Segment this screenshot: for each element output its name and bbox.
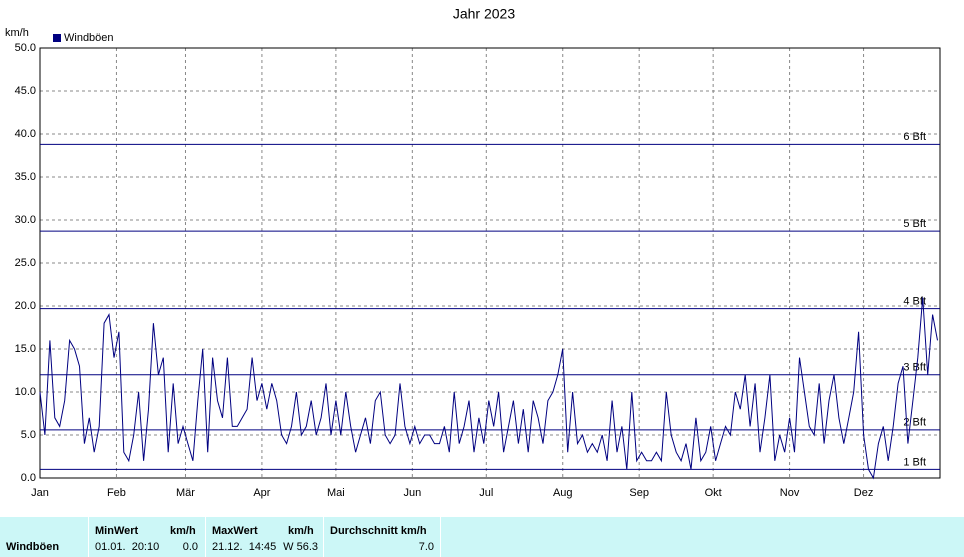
x-tick-label: Sep: [629, 487, 649, 499]
header: MaxWert: [212, 525, 258, 537]
row-name: Windböen: [6, 541, 60, 553]
y-tick-label: 25.0: [15, 257, 36, 269]
reference-label: 1 Bft: [903, 456, 926, 468]
header: km/h: [170, 525, 196, 537]
x-tick-label: Mai: [327, 487, 345, 499]
legend-swatch: [53, 34, 61, 42]
summary-table: Windböen MinWert km/h MaxWert km/h Durch…: [0, 517, 964, 557]
chart-title: Jahr 2023: [453, 6, 515, 22]
x-tick-label: Jun: [403, 487, 421, 499]
header: km/h: [288, 525, 314, 537]
separator: [88, 517, 89, 557]
plot-frame: [39, 47, 941, 479]
x-tick-label: Jan: [31, 487, 49, 499]
y-tick-label: 20.0: [15, 300, 36, 312]
x-tick-label: Apr: [253, 487, 270, 499]
cell: 01.01. 20:10: [95, 541, 160, 553]
y-tick-label: 15.0: [15, 343, 36, 355]
x-tick-label: Jul: [479, 487, 493, 499]
reference-label: 3 Bft: [903, 362, 926, 374]
y-tick-label: 30.0: [15, 214, 36, 226]
cell: 0.0: [182, 541, 198, 553]
separator: [440, 517, 441, 557]
separator: [323, 517, 324, 557]
y-tick-label: 10.0: [15, 386, 36, 398]
y-tick-label: 35.0: [15, 171, 36, 183]
x-tick-label: Nov: [780, 487, 800, 499]
y-tick-label: 0.0: [21, 472, 36, 484]
chart: Jahr 2023 km/h 0.0 5.0 10.0 15.0 20.0 25.0 30.…: [5, 6, 941, 499]
x-tick-label: Mär: [176, 487, 195, 499]
legend-label: Windböen: [64, 32, 114, 44]
y-tick-label: 40.0: [15, 128, 36, 140]
separator: [205, 517, 206, 557]
reference-label: 6 Bft: [903, 131, 926, 143]
header: Durchschnitt km/h: [330, 525, 427, 537]
y-tick-label: 50.0: [15, 42, 36, 54]
reference-label: 5 Bft: [903, 218, 926, 230]
cell: 7.0: [418, 541, 434, 553]
cell: 21.12. 14:45: [212, 541, 277, 553]
y-tick-label: 5.0: [21, 429, 36, 441]
y-axis-label: km/h: [5, 27, 29, 39]
series-line: [39, 297, 938, 480]
reference-label: 4 Bft: [903, 295, 926, 307]
reference-label: 2 Bft: [903, 417, 926, 429]
x-tick-label: Feb: [107, 487, 126, 499]
x-tick-label: Okt: [705, 487, 722, 499]
x-tick-label: Dez: [854, 487, 874, 499]
x-tick-label: Aug: [553, 487, 573, 499]
y-tick-label: 45.0: [15, 85, 36, 97]
cell: W 56.3: [283, 541, 318, 553]
header: MinWert: [95, 525, 139, 537]
